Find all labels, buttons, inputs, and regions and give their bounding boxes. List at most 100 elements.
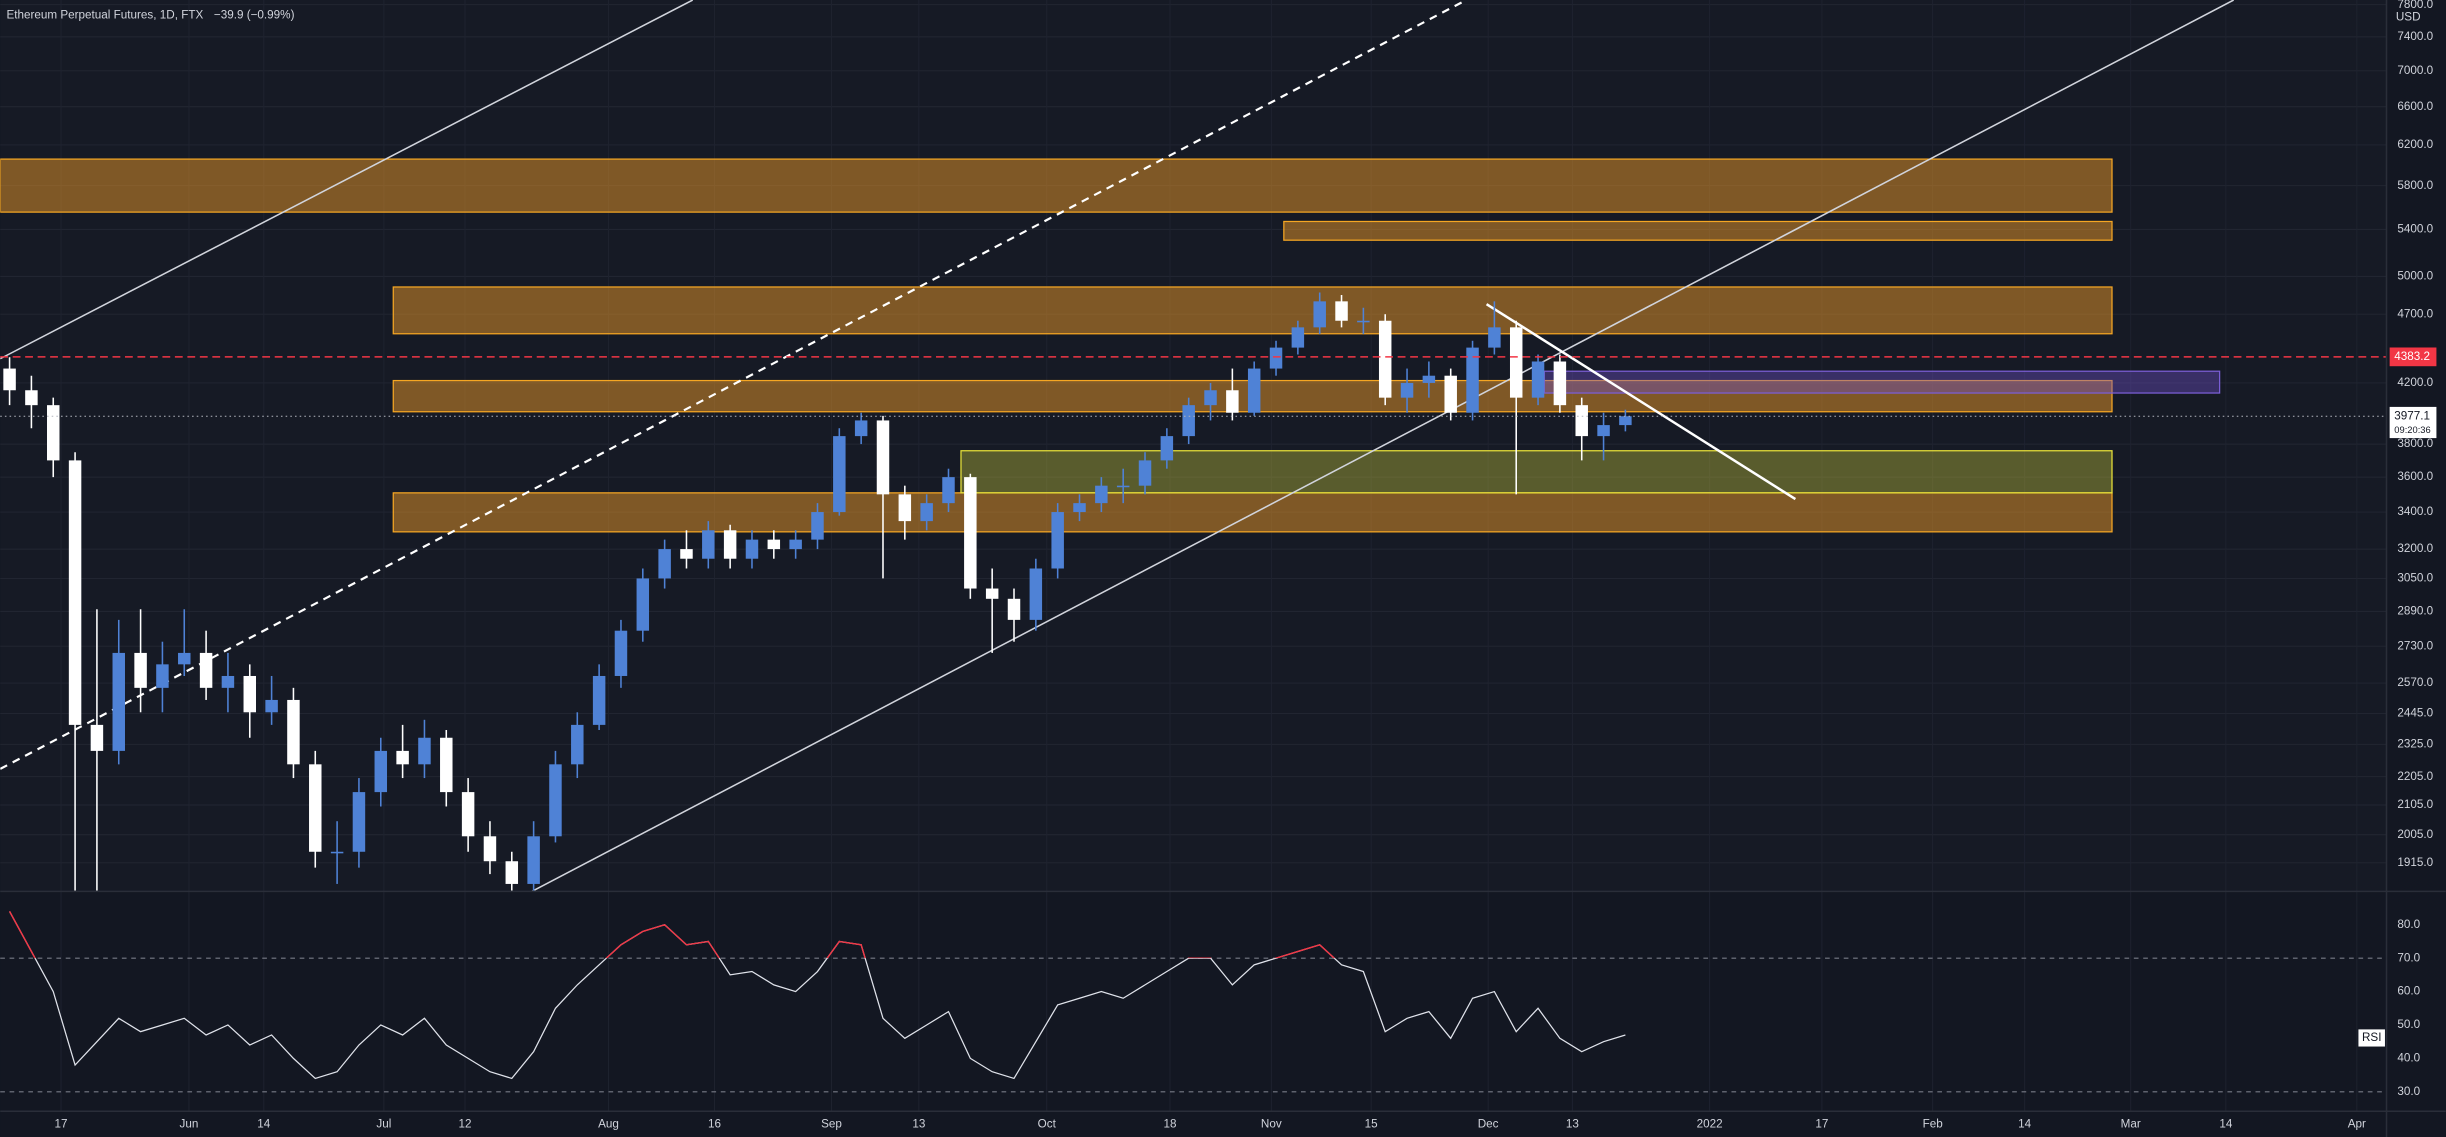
candle-body xyxy=(920,503,933,522)
y-tick-label: 2890.0 xyxy=(2397,604,2433,617)
candle-body xyxy=(614,630,628,676)
candle-body xyxy=(636,578,650,631)
candle-body xyxy=(1400,382,1414,398)
trend-line xyxy=(0,0,694,360)
x-tick-label: Jul xyxy=(376,1118,391,1131)
y-tick-label: 3200.0 xyxy=(2397,542,2433,555)
candle-body xyxy=(898,494,912,522)
candle-body xyxy=(199,652,213,688)
candle-body xyxy=(1138,460,1152,486)
candle-body xyxy=(1051,512,1064,569)
x-tick-label: 14 xyxy=(2018,1118,2032,1131)
zone xyxy=(392,492,2113,533)
candle-body xyxy=(309,764,322,852)
candle-body xyxy=(854,420,868,437)
candle-body xyxy=(1029,568,1043,620)
candle-body xyxy=(1116,485,1130,488)
candle-body xyxy=(1422,375,1436,383)
candle-body xyxy=(1357,320,1370,323)
x-tick-label: 2022 xyxy=(1697,1118,1723,1131)
candle-body xyxy=(985,588,999,599)
candle-body xyxy=(461,792,475,837)
zone xyxy=(1543,370,2221,394)
y-tick-label: 3800.0 xyxy=(2397,437,2433,450)
candle-body xyxy=(418,737,431,765)
candle-body xyxy=(1488,327,1501,348)
countdown: 09:20:36 xyxy=(2394,425,2430,435)
y-tick-label: 2105.0 xyxy=(2397,798,2433,811)
price-change: −39.9 (−0.99%) xyxy=(214,9,295,22)
candle-body xyxy=(1160,436,1174,461)
y-tick-label: 6600.0 xyxy=(2397,100,2433,113)
x-tick-label: 15 xyxy=(1365,1118,1379,1131)
candle-body xyxy=(549,764,562,837)
candle-body xyxy=(571,724,584,765)
y-tick-label: 2445.0 xyxy=(2397,707,2433,720)
rsi-tick-label: 30.0 xyxy=(2397,1085,2420,1098)
zone xyxy=(392,286,2113,335)
candle-body xyxy=(47,405,60,461)
overlay: 4383.2 3977.1 09:20:36 RSI xyxy=(0,347,2437,1093)
candle-body xyxy=(964,477,977,589)
x-tick-label: Feb xyxy=(1923,1118,1944,1131)
candle-body xyxy=(1509,327,1523,398)
y-tick-label: 7000.0 xyxy=(2397,64,2433,77)
x-tick-label: Sep xyxy=(821,1118,842,1131)
x-tick-label: 14 xyxy=(2219,1118,2233,1131)
candle-body xyxy=(25,390,38,406)
candle-body xyxy=(1597,425,1610,437)
candle-body xyxy=(1575,405,1588,437)
candle-body xyxy=(265,699,278,713)
candle-body xyxy=(330,851,344,854)
rsi-tag xyxy=(2358,1029,2385,1047)
y-tick-label: 1915.0 xyxy=(2397,856,2433,869)
zone xyxy=(0,158,2113,213)
grid xyxy=(0,0,2387,1111)
candle-body xyxy=(658,549,671,579)
rsi-tick-label: 50.0 xyxy=(2397,1018,2420,1031)
y-tick-label: 4700.0 xyxy=(2397,307,2433,320)
rsi-tick-label: 70.0 xyxy=(2397,951,2420,964)
y-tick-label: 7800.0 xyxy=(2397,0,2433,11)
candle-body xyxy=(1204,390,1217,406)
candle-body xyxy=(396,750,409,765)
candle-body xyxy=(789,539,802,550)
candle-body xyxy=(1007,598,1021,620)
candle-body xyxy=(243,675,257,713)
x-tick-label: Dec xyxy=(1478,1118,1499,1131)
candle-body xyxy=(1466,347,1479,413)
x-tick-label: 14 xyxy=(257,1118,271,1131)
trend-line xyxy=(0,0,1467,770)
y-tick-label: 7400.0 xyxy=(2397,30,2433,43)
level-tag xyxy=(2389,347,2437,367)
y-tick-label: 2205.0 xyxy=(2397,770,2433,783)
y-tick-label: 6200.0 xyxy=(2397,138,2433,151)
currency: USD xyxy=(2396,10,2421,23)
rsi-name: RSI xyxy=(2362,1031,2381,1044)
y-tick-label: 3050.0 xyxy=(2397,572,2433,585)
zone xyxy=(960,450,2113,494)
candle-body xyxy=(483,836,497,862)
candle-body xyxy=(1247,368,1261,413)
candle-body xyxy=(723,530,737,559)
candle-body xyxy=(1291,327,1305,348)
x-tick-label: 12 xyxy=(458,1118,471,1131)
candle-body xyxy=(221,675,235,688)
rsi-tick-label: 60.0 xyxy=(2397,985,2420,998)
y-tick-label: 5400.0 xyxy=(2397,222,2433,235)
rsi-tick-label: 40.0 xyxy=(2397,1051,2420,1064)
candle-body xyxy=(1182,405,1195,437)
x-tick-label: 18 xyxy=(1163,1118,1176,1131)
y-tick-label: 5000.0 xyxy=(2397,269,2433,282)
x-tick-label: 13 xyxy=(912,1118,925,1131)
y-tick-label: 4200.0 xyxy=(2397,376,2433,389)
candle-body xyxy=(1553,361,1567,406)
candle-body xyxy=(68,460,82,725)
chart-title: Ethereum Perpetual Futures, 1D, FTX xyxy=(6,9,203,22)
x-tick-label: Nov xyxy=(1261,1118,1282,1131)
candle-body xyxy=(1095,485,1108,504)
candle-body xyxy=(527,836,540,884)
x-tick-label: 17 xyxy=(55,1118,68,1131)
candle-body xyxy=(90,724,104,751)
price-pane xyxy=(0,0,2386,891)
